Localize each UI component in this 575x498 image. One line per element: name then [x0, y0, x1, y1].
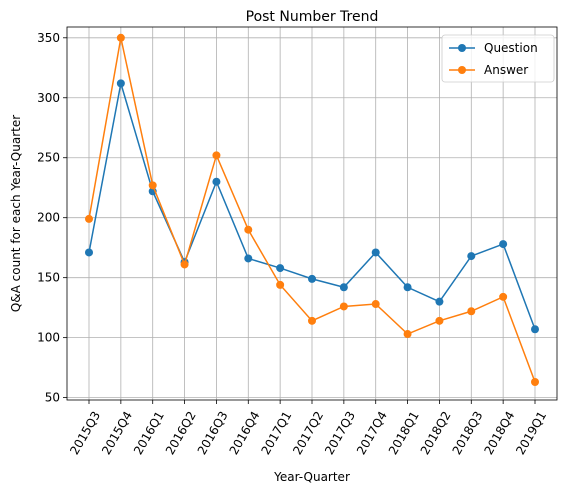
data-point — [403, 330, 412, 339]
data-point — [467, 307, 476, 316]
x-tick-label: 2018Q4 — [481, 409, 517, 457]
legend-item-question: Question — [449, 41, 538, 55]
x-axis-label: Year-Quarter — [273, 470, 350, 484]
legend-label: Question — [484, 41, 538, 55]
x-tick-label: 2015Q3 — [67, 409, 103, 457]
data-point — [148, 181, 157, 190]
data-point — [371, 248, 380, 257]
data-point — [212, 151, 221, 160]
y-tick-label: 350 — [37, 31, 60, 45]
data-point — [339, 302, 348, 311]
legend: Question Answer — [441, 34, 555, 83]
data-point — [403, 283, 412, 292]
data-point — [244, 254, 253, 263]
data-point — [85, 248, 93, 257]
x-tick-label: 2016Q2 — [163, 409, 199, 457]
x-tick-label: 2017Q3 — [322, 409, 358, 457]
data-point — [435, 316, 444, 325]
y-axis-label: Q&A count for each Year-Quarter — [9, 115, 23, 312]
x-tick-label: 2017Q2 — [290, 409, 326, 457]
data-point — [276, 264, 285, 273]
y-tick-label: 100 — [37, 331, 60, 345]
data-point — [531, 378, 539, 387]
legend-label: Answer — [484, 63, 528, 77]
data-point — [308, 316, 316, 325]
data-point — [467, 252, 476, 261]
series-question — [85, 79, 539, 334]
x-tick-label: 2017Q1 — [258, 409, 294, 457]
data-point — [244, 225, 253, 234]
legend-item-answer: Answer — [449, 63, 528, 77]
data-point — [499, 240, 508, 249]
data-point — [116, 79, 125, 88]
legend-marker — [458, 44, 466, 52]
x-tick-label: 2018Q2 — [418, 409, 454, 457]
data-point — [499, 292, 508, 301]
y-tick-label: 300 — [37, 91, 60, 105]
y-tick-label: 150 — [37, 271, 60, 285]
data-point — [85, 214, 93, 223]
x-tick-label: 2019Q1 — [513, 409, 549, 457]
x-tick-label: 2017Q4 — [354, 409, 390, 457]
legend-marker — [458, 66, 466, 74]
data-point — [116, 33, 125, 42]
chart-title: Post Number Trend — [246, 9, 379, 25]
y-tick-label: 250 — [37, 151, 60, 165]
x-tick-label: 2016Q4 — [227, 409, 263, 457]
x-tick-label: 2015Q4 — [99, 409, 135, 457]
data-point — [435, 297, 444, 306]
x-tick-label: 2018Q3 — [450, 409, 486, 457]
data-point — [212, 177, 221, 186]
data-point — [531, 325, 539, 334]
series-answer — [85, 33, 539, 387]
data-point — [371, 300, 380, 309]
data-point — [339, 283, 348, 292]
x-tick-label: 2016Q3 — [195, 409, 231, 457]
data-point — [308, 274, 316, 283]
data-point — [276, 280, 285, 289]
x-tick-label: 2018Q1 — [386, 409, 422, 457]
x-tick-label: 2016Q1 — [131, 409, 167, 457]
y-tick-label: 200 — [37, 211, 60, 225]
y-tick-label: 50 — [45, 391, 60, 405]
data-point — [180, 260, 189, 269]
